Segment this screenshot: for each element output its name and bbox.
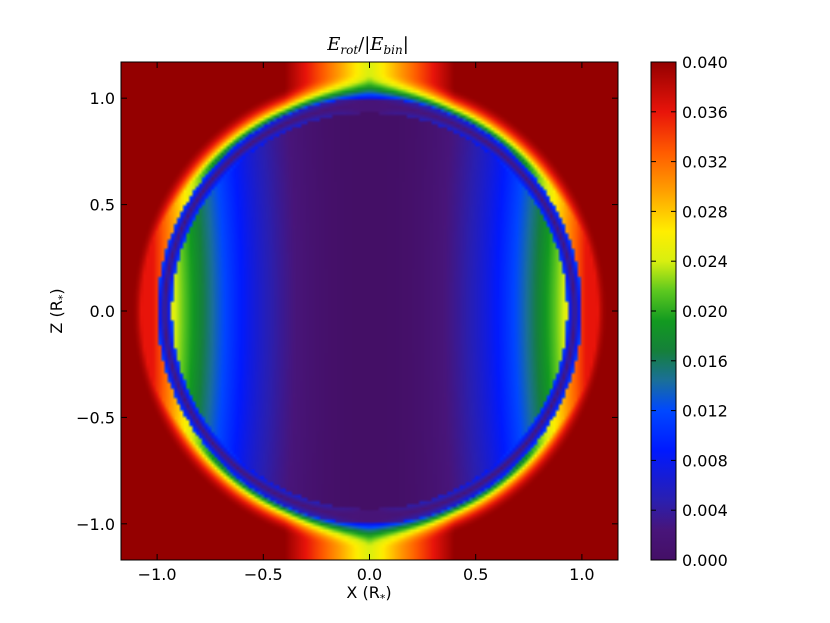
title-numerator: E xyxy=(326,34,340,55)
y-axis-label: Z (R*) xyxy=(47,288,69,333)
colorbar-tick-label: 0.032 xyxy=(682,153,728,172)
title-denominator-subscript: bin xyxy=(383,43,402,57)
x-tick-label: −0.5 xyxy=(244,565,283,584)
colorbar-tick-label: 0.000 xyxy=(682,551,728,570)
title-separator: /| xyxy=(358,34,370,55)
title-denominator: E xyxy=(369,34,383,55)
colorbar-tick-label: 0.024 xyxy=(682,252,728,271)
colorbar-tick-label: 0.040 xyxy=(682,53,728,72)
title-numerator-subscript: rot xyxy=(340,43,358,57)
colorbar-tick-label: 0.008 xyxy=(682,451,728,470)
y-axis-ticks: 1.0 0.5 0.0 −0.5 −1.0 xyxy=(76,89,618,534)
x-axis-ticks: −1.0 −0.5 0.0 0.5 1.0 xyxy=(138,62,595,584)
colorbar-tick-label: 0.012 xyxy=(682,402,728,421)
colorbar-tick-label: 0.016 xyxy=(682,352,728,371)
heatmap-raster xyxy=(121,62,618,560)
colorbar-tick-label: 0.004 xyxy=(682,501,728,520)
y-tick-label: −0.5 xyxy=(76,408,115,427)
chart-title: Erot/|Ebin| xyxy=(326,34,409,57)
x-tick-label: −1.0 xyxy=(138,565,177,584)
heatmap-image xyxy=(121,62,618,560)
colorbar-tick-label: 0.020 xyxy=(682,302,728,321)
x-tick-label: 0.5 xyxy=(463,565,488,584)
x-tick-label: 0.0 xyxy=(357,565,382,584)
y-tick-label: 0.0 xyxy=(90,302,115,321)
colorbar-ticks: 0.040 0.036 0.032 0.028 0.024 0.020 0.016 0.012… xyxy=(651,53,728,570)
title-end: | xyxy=(403,34,409,55)
x-tick-label: 1.0 xyxy=(569,565,594,584)
x-axis-label: X (R*) xyxy=(346,583,391,605)
y-tick-label: 0.5 xyxy=(90,196,115,215)
colorbar-tick-label: 0.028 xyxy=(682,202,728,221)
y-tick-label: 1.0 xyxy=(90,89,115,108)
colorbar-tick-label: 0.036 xyxy=(682,103,728,122)
y-tick-label: −1.0 xyxy=(76,515,115,534)
